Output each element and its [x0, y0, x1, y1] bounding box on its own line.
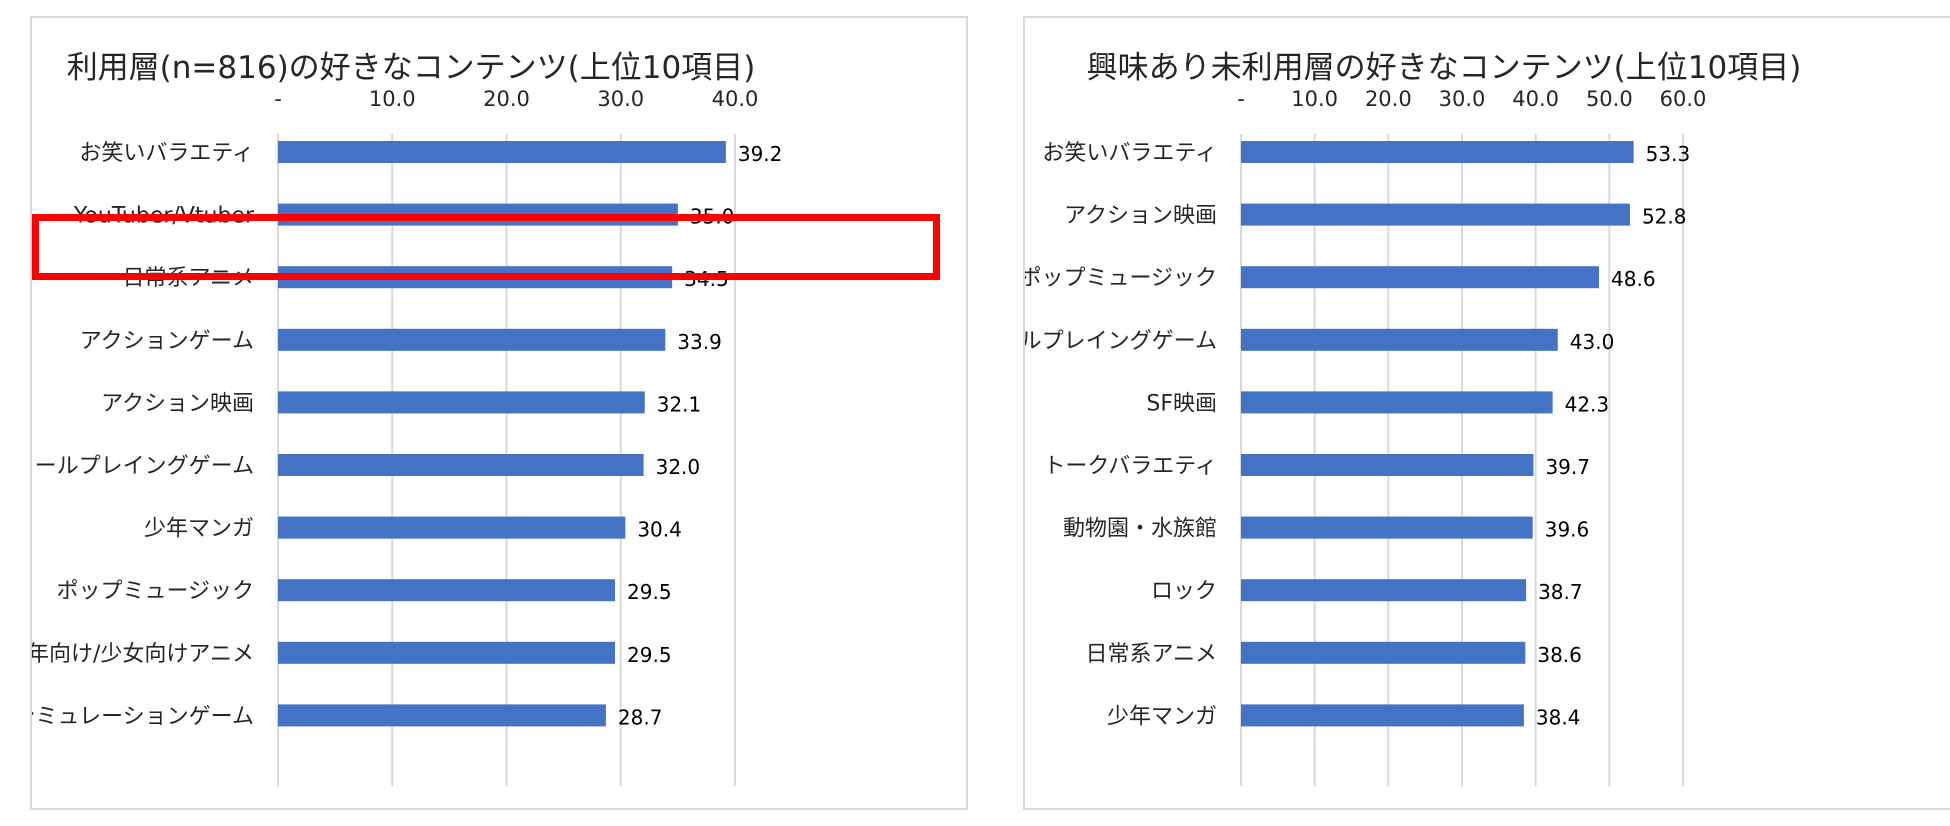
value-label: 53.3 — [1646, 142, 1691, 166]
bar — [278, 454, 644, 476]
category-label: 動物園・水族館 — [1063, 517, 1217, 542]
category-label: 少年マンガ — [144, 517, 254, 542]
x-tick-label: 20.0 — [483, 87, 530, 111]
category-label: SF映画 — [1146, 391, 1217, 416]
category-label: 少年向け/少女向けアニメ — [32, 642, 254, 667]
value-label: 39.2 — [738, 142, 783, 166]
x-tick-label: - — [274, 87, 282, 111]
value-label: 29.5 — [627, 580, 672, 604]
bar — [1241, 704, 1524, 727]
chart-title: 興味あり未利用層の好きなコンテンツ(上位10項目) — [1087, 50, 1802, 86]
bar — [1241, 454, 1534, 476]
category-label: お笑いバラエティ — [1042, 141, 1217, 166]
category-label: お笑いバラエティ — [79, 141, 254, 166]
bar — [1241, 141, 1634, 163]
value-label: 38.4 — [1536, 705, 1581, 729]
chart-title: 利用層(n=816)の好きなコンテンツ(上位10項目) — [67, 50, 756, 86]
value-label: 38.7 — [1538, 580, 1583, 604]
category-label: アクション映画 — [101, 391, 254, 416]
x-tick-label: 50.0 — [1586, 87, 1633, 111]
category-label: ポップミュージック — [1025, 266, 1217, 291]
interested-chart-svg: 興味あり未利用層の好きなコンテンツ(上位10項目) - 10.0 20.0 30.0 4… — [1025, 50, 1802, 786]
category-label: トークバラエティ — [1043, 454, 1217, 479]
value-label: 29.5 — [627, 643, 672, 667]
bar — [1241, 328, 1558, 351]
value-label: 32.0 — [656, 455, 701, 479]
x-tick-label: 40.0 — [1512, 87, 1559, 111]
value-label: 39.6 — [1545, 518, 1590, 542]
category-label: シミュレーションゲーム — [32, 704, 254, 729]
value-label: 39.7 — [1545, 455, 1590, 479]
bar — [278, 141, 726, 163]
category-label: 日常系アニメ — [1085, 642, 1217, 667]
chart-panel-interested-non-users: 興味あり未利用層の好きなコンテンツ(上位10項目) - 10.0 20.0 30.0 4… — [1023, 16, 1950, 810]
category-label: 少年マンガ — [1107, 704, 1217, 729]
category-label: アクションゲーム — [80, 329, 254, 354]
value-label: 32.1 — [657, 392, 702, 416]
x-tick-label: 10.0 — [369, 87, 416, 111]
x-tick-label: 30.0 — [1439, 87, 1486, 111]
category-label: アクション映画 — [1064, 204, 1217, 229]
x-tick-label: 30.0 — [597, 87, 644, 111]
bar — [278, 704, 606, 727]
bar — [1241, 203, 1630, 226]
bar — [278, 391, 645, 414]
value-label: 52.8 — [1642, 205, 1687, 229]
bar — [1241, 391, 1553, 414]
value-label: 48.6 — [1611, 267, 1656, 291]
category-label: ロック — [1151, 579, 1217, 604]
x-tick-label: 60.0 — [1660, 87, 1707, 111]
x-tick-label: - — [1237, 87, 1245, 111]
value-label: 42.3 — [1565, 392, 1610, 416]
category-label: ロールプレイングゲーム — [32, 454, 254, 479]
highlight-box-youtuber — [32, 214, 940, 280]
users-chart-svg: 利用層(n=816)の好きなコンテンツ(上位10項目) - 10.0 20.0 30.… — [32, 50, 783, 786]
category-label: ポップミュージック — [56, 579, 254, 604]
x-tick-label: 10.0 — [1291, 87, 1338, 111]
value-label: 43.0 — [1570, 330, 1615, 354]
bar — [278, 328, 666, 351]
bar — [278, 641, 616, 664]
bar — [1241, 641, 1526, 664]
value-label: 38.6 — [1537, 643, 1582, 667]
value-label: 30.4 — [637, 518, 682, 542]
category-label: ロールプレイングゲーム — [1025, 329, 1217, 354]
x-tick-label: 40.0 — [712, 87, 759, 111]
bar — [1241, 579, 1527, 602]
bar — [278, 516, 626, 539]
bar — [278, 579, 616, 602]
bar — [1241, 266, 1600, 289]
x-tick-label: 20.0 — [1365, 87, 1412, 111]
value-label: 28.7 — [618, 705, 663, 729]
chart-panel-users: 利用層(n=816)の好きなコンテンツ(上位10項目) - 10.0 20.0 30.… — [30, 16, 968, 810]
bar — [1241, 516, 1533, 539]
value-label: 33.9 — [677, 330, 722, 354]
